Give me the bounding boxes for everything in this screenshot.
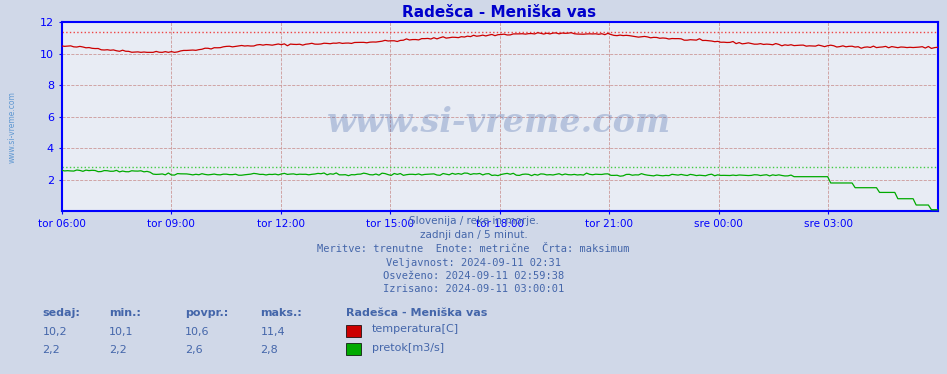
Text: 10,2: 10,2 <box>43 327 67 337</box>
Text: zadnji dan / 5 minut.: zadnji dan / 5 minut. <box>420 230 527 240</box>
Text: 11,4: 11,4 <box>260 327 285 337</box>
Text: 10,1: 10,1 <box>109 327 134 337</box>
Text: Slovenija / reke in morje.: Slovenija / reke in morje. <box>408 217 539 226</box>
Text: povpr.:: povpr.: <box>185 308 228 318</box>
Text: Veljavnost: 2024-09-11 02:31: Veljavnost: 2024-09-11 02:31 <box>386 258 561 268</box>
Text: www.si-vreme.com: www.si-vreme.com <box>8 91 17 163</box>
Title: Radešca - Meniška vas: Radešca - Meniška vas <box>402 5 597 20</box>
Text: temperatura[C]: temperatura[C] <box>372 325 459 334</box>
Text: 2,8: 2,8 <box>260 346 278 355</box>
Text: 2,2: 2,2 <box>109 346 127 355</box>
Text: maks.:: maks.: <box>260 308 302 318</box>
Text: Radešca - Meniška vas: Radešca - Meniška vas <box>346 308 487 318</box>
Text: pretok[m3/s]: pretok[m3/s] <box>372 343 444 353</box>
Text: Izrisano: 2024-09-11 03:00:01: Izrisano: 2024-09-11 03:00:01 <box>383 285 564 294</box>
Text: 2,2: 2,2 <box>43 346 61 355</box>
Text: min.:: min.: <box>109 308 141 318</box>
Text: 2,6: 2,6 <box>185 346 203 355</box>
Text: www.si-vreme.com: www.si-vreme.com <box>328 106 671 139</box>
Text: Osveženo: 2024-09-11 02:59:38: Osveženo: 2024-09-11 02:59:38 <box>383 272 564 281</box>
Text: Meritve: trenutne  Enote: metrične  Črta: maksimum: Meritve: trenutne Enote: metrične Črta: … <box>317 245 630 254</box>
Text: sedaj:: sedaj: <box>43 308 80 318</box>
Text: 10,6: 10,6 <box>185 327 209 337</box>
